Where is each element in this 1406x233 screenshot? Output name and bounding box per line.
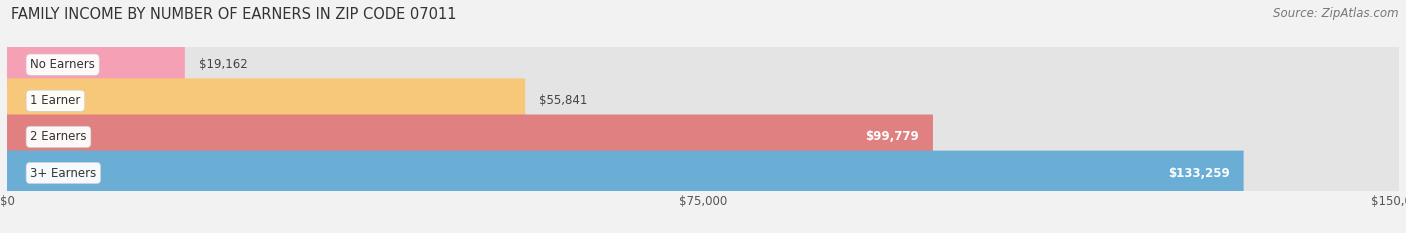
FancyBboxPatch shape bbox=[7, 78, 526, 123]
FancyBboxPatch shape bbox=[7, 114, 1399, 159]
FancyBboxPatch shape bbox=[7, 42, 1399, 87]
FancyBboxPatch shape bbox=[7, 151, 1244, 195]
FancyBboxPatch shape bbox=[7, 42, 184, 87]
Text: $55,841: $55,841 bbox=[538, 94, 588, 107]
Text: No Earners: No Earners bbox=[31, 58, 96, 71]
FancyBboxPatch shape bbox=[7, 114, 934, 159]
Text: $133,259: $133,259 bbox=[1168, 167, 1230, 179]
Text: $19,162: $19,162 bbox=[198, 58, 247, 71]
Text: Source: ZipAtlas.com: Source: ZipAtlas.com bbox=[1274, 7, 1399, 20]
Text: 3+ Earners: 3+ Earners bbox=[31, 167, 97, 179]
Text: 1 Earner: 1 Earner bbox=[31, 94, 80, 107]
Text: 2 Earners: 2 Earners bbox=[31, 130, 87, 143]
Text: $99,779: $99,779 bbox=[865, 130, 920, 143]
FancyBboxPatch shape bbox=[7, 151, 1399, 195]
Text: FAMILY INCOME BY NUMBER OF EARNERS IN ZIP CODE 07011: FAMILY INCOME BY NUMBER OF EARNERS IN ZI… bbox=[11, 7, 457, 22]
FancyBboxPatch shape bbox=[7, 78, 1399, 123]
